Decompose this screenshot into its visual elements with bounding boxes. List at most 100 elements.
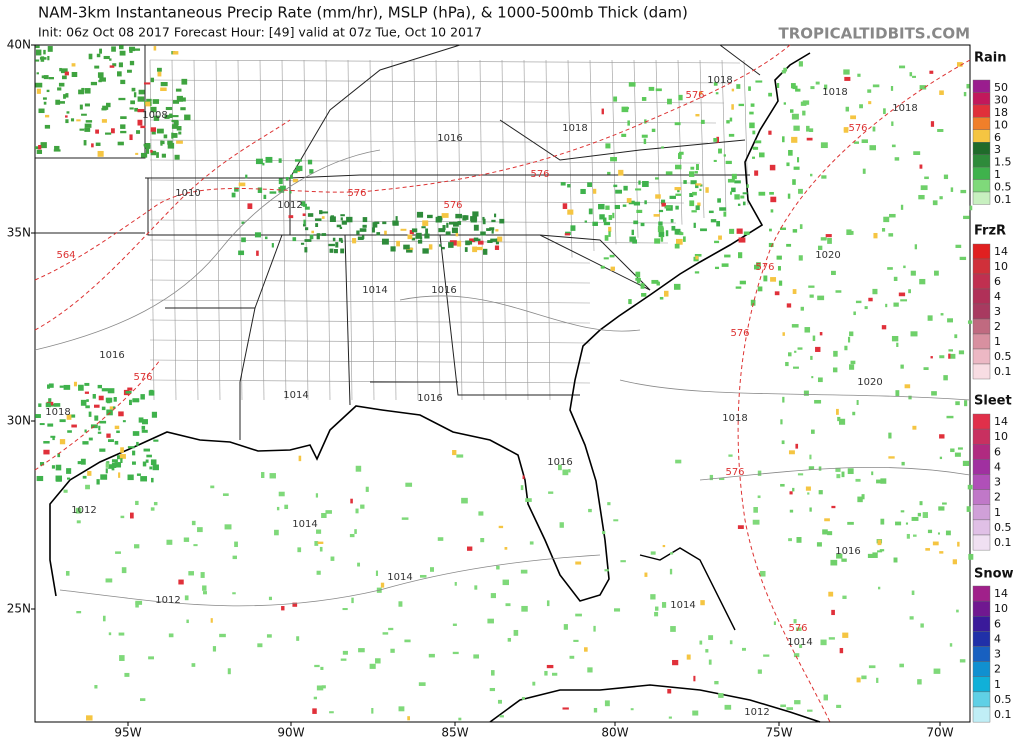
precip-cell [317,233,321,236]
precip-cell [716,220,721,227]
precip-cell [51,465,55,469]
legend-swatch [972,616,991,632]
precip-cell [811,376,814,379]
precip-cell [809,454,812,460]
precip-cell [145,101,151,107]
county-line [149,359,591,364]
precip-cell [791,113,799,120]
precip-cell [476,246,483,251]
precip-cell [881,325,887,330]
precip-cell [668,716,672,719]
precip-cell [87,470,92,476]
precip-cell [763,275,768,282]
precip-cell [160,140,165,145]
precip-cell [770,277,777,282]
isobar-label: 1016 [417,393,442,404]
state-lines [35,44,761,440]
precip-cell [872,126,876,132]
lon-label: 70W [926,726,953,740]
precip-cell [877,586,881,590]
precip-cell [880,518,885,525]
precip-cell [718,235,722,240]
precip-cell [120,130,127,134]
precip-cell [945,530,951,536]
legend-label: 1.5 [994,156,1012,169]
precip-cell [658,221,663,226]
precip-cell [141,425,146,430]
legend-title: FrzR [974,224,1006,239]
precip-cell [872,288,878,295]
precip-cell [332,237,336,242]
precip-cell [962,460,970,467]
precip-cell [714,240,720,244]
precip-cell [650,594,656,600]
precip-cell [357,236,364,240]
precip-cell [674,122,681,126]
precip-cell [700,600,705,606]
precip-cell [356,230,360,235]
precip-cell [783,102,786,105]
precip-cell [497,236,503,242]
precip-cell [314,218,322,221]
precip-cell [81,113,87,116]
precip-cell [795,88,801,92]
precip-cell [452,651,459,655]
precip-cell [942,502,947,505]
precip-cell [232,592,236,595]
precip-cell [776,83,780,88]
precip-cell [522,475,525,480]
precip-cell [694,271,700,274]
precip-cell [781,70,786,74]
precip-cell [836,408,839,415]
map: 1008 1010 1012 1016 1016 1014 1014 1016 1016 1018… [34,44,974,723]
precip-cell [142,461,147,467]
precip-cell [697,202,701,207]
precip-cell [969,205,973,211]
county-line [699,59,705,219]
precip-cell [48,398,52,404]
precip-cell [825,234,832,238]
legend-swatch [972,706,991,723]
precip-cell [800,101,807,106]
precip-cell [630,708,634,711]
precip-cell [153,115,160,121]
precip-cell [152,99,160,104]
precip-cell [105,132,112,135]
precip-cell [172,133,178,138]
precip-cell [954,452,961,457]
precip-cell [418,682,426,686]
county-line [501,59,507,401]
precip-cell [520,485,524,491]
precip-cell [628,200,635,205]
precip-cell [200,572,205,578]
precip-cell [499,218,505,224]
legend-swatch [972,243,991,260]
precip-cell [728,133,735,137]
precip-cell [41,75,48,79]
precip-cell [664,290,669,297]
precip-cell [300,242,305,245]
precip-cell [777,266,781,271]
precip-cell [673,283,681,290]
precip-cell [70,118,75,122]
precip-cell [316,233,320,240]
county-line [149,179,693,184]
thickness-label: 576 [443,200,462,211]
precip-cell [47,423,54,427]
precip-cell [293,170,298,174]
precip-cell [808,466,815,470]
precip-cell [145,148,150,154]
precip-cell [895,521,902,526]
precip-cell [603,221,611,226]
precip-cell [439,244,442,247]
precip-cell [546,664,554,669]
precip-cell [157,71,162,77]
precip-cell [281,606,285,611]
precip-cell [641,134,648,138]
precip-cell [831,505,836,509]
precip-cell [47,384,50,389]
legend-label: 0.1 [994,536,1012,549]
precip-cell [905,522,909,525]
legend-label: 6 [994,131,1001,144]
isobar-label: 1014 [670,600,695,611]
